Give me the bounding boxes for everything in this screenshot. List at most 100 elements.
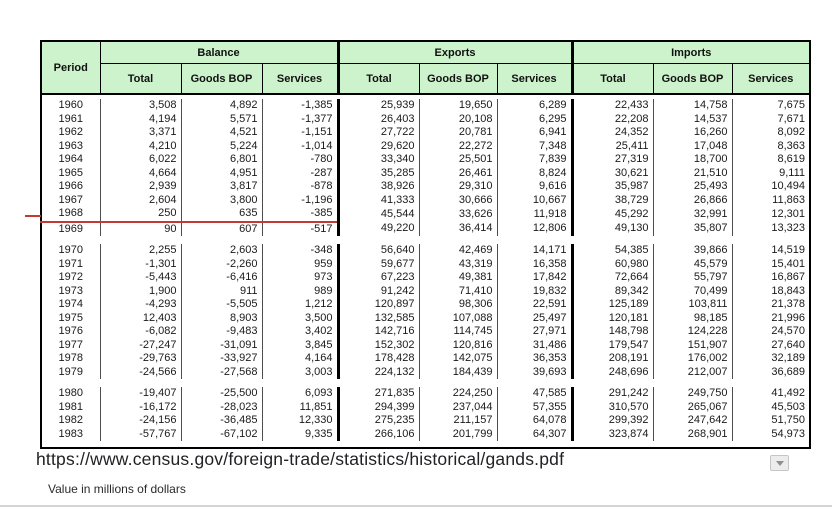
period-cell: 1981 (58, 400, 83, 413)
value-cell: 152,302 (336, 338, 419, 352)
value-cell: 33,626 (418, 207, 497, 222)
value-cell: -25,500 (180, 387, 262, 401)
period-cell: 1969 (58, 222, 83, 235)
value-cell: 176,002 (652, 352, 732, 366)
spacer-row (41, 379, 810, 387)
table-row: 1965 4,664 4,951 -287 35,285 26,461 8,824 30,62… (41, 166, 810, 180)
value-cell: -57,767 (99, 427, 181, 441)
table-row: 1961 4,194 5,571 -1,377 26,403 20,108 6,295 22,… (41, 112, 810, 126)
value-cell: 7,675 (731, 99, 810, 113)
value-cell: 9,616 (496, 180, 572, 194)
value-cell: 120,181 (570, 311, 653, 325)
value-cell: -1,385 (261, 99, 338, 113)
value-cell: 45,292 (570, 207, 653, 222)
value-cell: 22,433 (570, 99, 653, 113)
period-cell: 1982 (58, 414, 83, 426)
value-cell: 21,996 (731, 311, 810, 325)
value-cell: 36,414 (418, 221, 497, 236)
group-header-row: Period Balance Exports Imports (40, 40, 811, 95)
value-cell: 151,907 (652, 338, 732, 352)
value-cell: 6,093 (261, 387, 338, 401)
value-cell: 271,835 (336, 387, 419, 401)
table-row: 1968 250 635 -385 45,544 33,626 11,918 45,292 32… (41, 207, 810, 223)
value-cell: 30,621 (570, 166, 653, 180)
value-cell: 13,323 (731, 221, 810, 236)
column-header-period: Period (40, 40, 101, 95)
value-cell: 4,664 (99, 166, 181, 180)
value-cell: 49,381 (418, 271, 497, 285)
value-cell: 142,075 (418, 352, 497, 366)
value-cell: 64,078 (496, 414, 572, 428)
value-cell: 39,693 (496, 365, 572, 379)
table-header: Period Balance Exports Imports Total Goo… (40, 40, 811, 95)
value-cell: 14,537 (652, 112, 732, 126)
table-row: 1975 12,403 8,903 3,500 132,585 107,088 25,497… (41, 311, 810, 325)
value-cell: 14,758 (652, 99, 732, 113)
pdf-url-link[interactable]: https://www.census.gov/foreign-trade/sta… (36, 449, 565, 469)
period-cell: 1960 (58, 99, 83, 111)
value-cell: 24,352 (570, 126, 653, 140)
column-header-balance-services: Services (261, 63, 339, 95)
group-header-exports: Exports (336, 40, 573, 64)
value-cell: 90 (99, 221, 181, 236)
value-cell: -6,416 (180, 271, 262, 285)
value-cell: 26,866 (652, 193, 732, 207)
value-cell: 607 (180, 221, 262, 236)
value-cell: 12,330 (261, 414, 338, 428)
value-cell: 323,874 (570, 427, 653, 441)
table-row: 1966 2,939 3,817 -878 38,926 29,310 9,616 35,98… (41, 180, 810, 194)
value-cell: 47,585 (496, 387, 572, 401)
value-cell: 148,798 (570, 325, 653, 339)
value-cell: -29,763 (99, 352, 181, 366)
value-cell: 1,212 (261, 298, 338, 312)
value-cell: -1,301 (99, 257, 181, 271)
period-cell: 1967 (58, 193, 83, 206)
table-row: 1983 -57,767 -67,102 9,335 266,106 201,799 64,… (41, 427, 810, 441)
value-cell: 72,664 (570, 271, 653, 285)
value-cell: 6,022 (99, 153, 181, 167)
value-cell: 224,250 (418, 387, 497, 401)
value-cell: 3,817 (180, 180, 262, 194)
period-cell: 1980 (58, 387, 83, 399)
value-cell: 59,677 (336, 257, 419, 271)
value-cell: 20,781 (418, 126, 497, 140)
value-cell: 20,108 (418, 112, 497, 126)
value-cell: 9,335 (261, 427, 338, 441)
value-cell: 11,918 (496, 207, 572, 222)
value-cell: 310,570 (570, 400, 653, 414)
value-cell: -780 (261, 153, 338, 167)
value-cell: 6,801 (180, 153, 262, 167)
value-cell: 35,807 (652, 221, 732, 236)
value-cell: 4,892 (180, 99, 262, 113)
table-row: 1974 -4,293 -5,505 1,212 120,897 98,306 22,591… (41, 298, 810, 312)
value-cell: 107,088 (418, 311, 497, 325)
value-cell: 3,500 (261, 311, 338, 325)
value-cell: -287 (261, 166, 338, 180)
value-cell: 4,210 (99, 139, 181, 153)
value-cell: 16,260 (652, 126, 732, 140)
value-cell: -36,485 (180, 414, 262, 428)
sub-header-row: Total Goods BOP Services Total Goods BOP… (41, 63, 811, 95)
value-cell: 25,493 (652, 180, 732, 194)
table-row: 1962 3,371 4,521 -1,151 27,722 20,781 6,941 24,… (41, 126, 810, 140)
value-cell: 56,640 (336, 244, 419, 258)
value-cell: -16,172 (99, 400, 181, 414)
value-cell: -1,196 (261, 193, 338, 207)
period-cell: 1973 (58, 284, 83, 297)
value-cell: -1,014 (261, 139, 338, 153)
value-cell: 36,689 (731, 365, 810, 379)
value-cell: 89,342 (570, 284, 653, 298)
column-header-exports-total: Total (336, 63, 420, 95)
value-cell: 17,048 (652, 139, 732, 153)
bottom-divider (0, 505, 832, 507)
value-cell: 49,130 (570, 221, 653, 236)
value-cell: 32,189 (731, 352, 810, 366)
value-cell: 98,185 (652, 311, 732, 325)
spacer-row (41, 236, 810, 244)
table-row: 1981 -16,172 -28,023 11,851 294,399 237,044 57… (41, 400, 810, 414)
dropdown-button[interactable] (770, 455, 789, 471)
column-header-imports-total: Total (570, 63, 654, 95)
value-cell: -4,293 (99, 298, 181, 312)
value-cell: 25,411 (570, 139, 653, 153)
